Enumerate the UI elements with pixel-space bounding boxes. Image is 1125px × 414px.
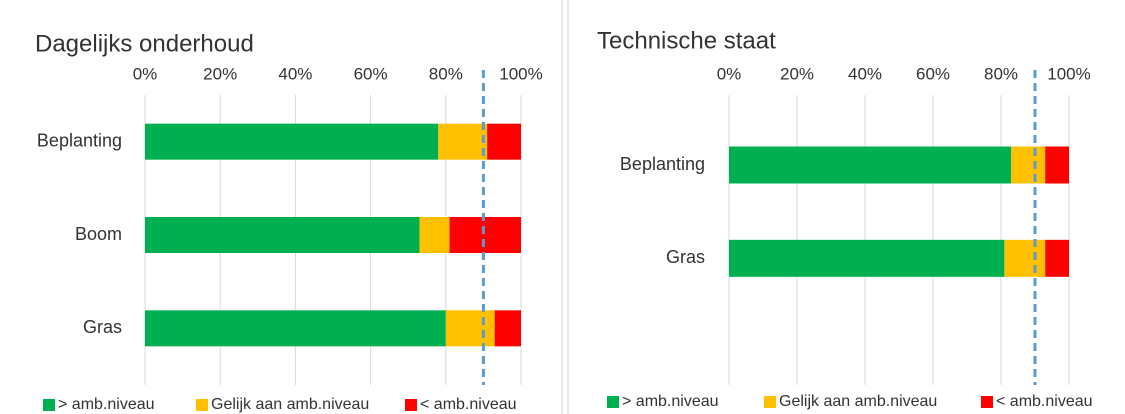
bar-segment xyxy=(145,217,420,253)
bar-segment xyxy=(438,123,488,160)
bar-segment xyxy=(1045,239,1069,277)
bar-segment xyxy=(729,239,1005,277)
x-tick-label: 40% xyxy=(848,64,882,83)
chart-title: Dagelijks onderhoud xyxy=(35,30,254,57)
bar-segment xyxy=(145,310,446,347)
x-tick-label: 20% xyxy=(203,64,237,83)
x-tick-label: 60% xyxy=(916,64,950,83)
bar-segment xyxy=(729,146,1012,184)
x-tick-label: 20% xyxy=(780,64,814,83)
legend-label: < amb.niveau xyxy=(420,396,517,413)
legend-swatch xyxy=(764,396,776,408)
x-tick-label: 100% xyxy=(499,64,542,83)
x-tick-label: 80% xyxy=(984,64,1018,83)
x-tick-label: 40% xyxy=(278,64,312,83)
chart-title: Technische staat xyxy=(597,27,776,54)
category-label: Beplanting xyxy=(37,130,122,150)
x-tick-label: 100% xyxy=(1047,64,1090,83)
legend-label: Gelijk aan amb.niveau xyxy=(211,396,369,413)
x-tick-label: 60% xyxy=(354,64,388,83)
bar-segment xyxy=(445,310,495,347)
category-label: Boom xyxy=(75,224,122,244)
legend-label: > amb.niveau xyxy=(622,393,719,410)
bar-segment xyxy=(1004,239,1046,277)
bar-segment xyxy=(487,123,521,160)
category-label: Beplanting xyxy=(620,154,705,174)
bar-segment xyxy=(419,217,450,253)
x-tick-label: 80% xyxy=(429,64,463,83)
category-label: Gras xyxy=(666,247,705,267)
bar-segment xyxy=(449,217,521,253)
legend-swatch xyxy=(405,399,417,411)
legend-label: > amb.niveau xyxy=(58,396,155,413)
legend-swatch xyxy=(607,396,619,408)
x-tick-label: 0% xyxy=(133,64,158,83)
category-label: Gras xyxy=(83,317,122,337)
bar-segment xyxy=(1011,146,1046,184)
x-tick-label: 0% xyxy=(717,64,742,83)
legend-swatch xyxy=(981,396,993,408)
bar-segment xyxy=(1045,146,1069,184)
legend-label: < amb.niveau xyxy=(996,393,1093,410)
bar-segment xyxy=(145,123,439,160)
legend-label: Gelijk aan amb.niveau xyxy=(779,393,937,410)
bar-segment xyxy=(494,310,521,347)
legend-swatch xyxy=(43,399,55,411)
legend-swatch xyxy=(196,399,208,411)
